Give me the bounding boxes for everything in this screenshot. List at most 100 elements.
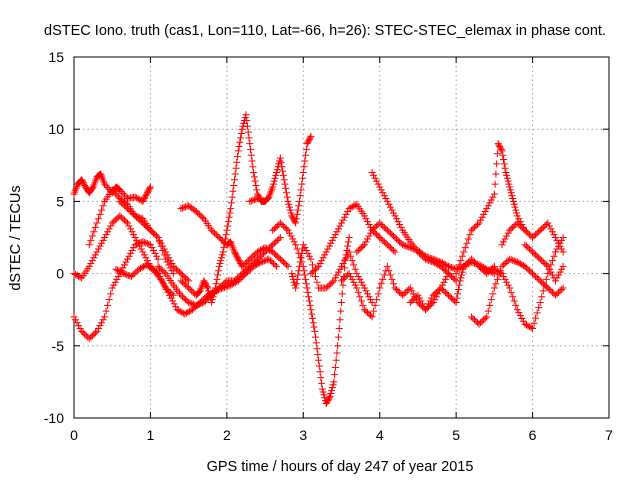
data-point (391, 248, 399, 256)
data-point (208, 296, 216, 304)
data-point (171, 264, 179, 272)
data-point (182, 309, 190, 317)
data-point (297, 186, 305, 194)
data-point (552, 248, 559, 256)
data-point (224, 282, 232, 290)
data-point (434, 290, 442, 298)
plot-frame (73, 56, 610, 419)
data-point (332, 356, 340, 364)
data-point (298, 180, 306, 188)
data-point (177, 270, 185, 278)
data-point (313, 345, 321, 353)
data-point (107, 222, 115, 230)
data-point (304, 249, 312, 257)
data-point (180, 203, 188, 211)
data-point (501, 275, 509, 283)
data-point (188, 306, 196, 314)
data-point (96, 322, 104, 330)
data-point (269, 183, 277, 191)
data-point (114, 185, 122, 193)
y-tick-label: 10 (48, 121, 64, 137)
data-point (75, 322, 83, 330)
data-point (506, 183, 514, 191)
series-arc10 (246, 132, 315, 227)
data-point (276, 219, 284, 227)
data-point (195, 288, 203, 296)
data-point (91, 329, 99, 337)
data-point (547, 268, 555, 276)
data-point (512, 257, 520, 265)
data-point (374, 290, 382, 298)
data-point (149, 246, 157, 254)
data-point (98, 319, 106, 327)
data-point (315, 262, 323, 270)
data-point (445, 291, 452, 299)
data-point (507, 189, 515, 197)
data-point (241, 114, 249, 122)
data-point (341, 274, 349, 282)
data-point (320, 391, 328, 399)
data-point (273, 252, 281, 260)
data-point (85, 241, 93, 249)
data-point (498, 241, 506, 249)
y-tick-labels: -10 -5 0 5 10 15 (44, 49, 64, 426)
data-point (166, 257, 174, 265)
data-point (229, 187, 237, 195)
data-point (257, 258, 265, 266)
data-point (552, 291, 559, 299)
data-point (336, 222, 344, 230)
data-point (420, 251, 428, 259)
data-point (353, 248, 361, 256)
data-point (388, 231, 396, 239)
data-point (429, 298, 437, 306)
data-point (493, 150, 501, 158)
data-point (426, 301, 434, 309)
data-point (452, 270, 460, 278)
data-point (188, 287, 196, 295)
data-point (278, 257, 286, 265)
data-point (255, 195, 263, 203)
data-point (371, 223, 379, 231)
data-point (98, 239, 106, 247)
data-point (402, 242, 410, 250)
data-point (524, 265, 532, 273)
data-point (290, 238, 298, 246)
data-point (327, 280, 335, 288)
data-point (299, 169, 307, 177)
data-point (399, 241, 407, 249)
data-point (177, 291, 185, 299)
y-tick-label: 15 (48, 49, 64, 65)
data-point (119, 264, 127, 272)
series-arc5 (116, 197, 193, 285)
data-point (329, 381, 337, 389)
data-point (142, 254, 150, 262)
data-point (78, 176, 86, 184)
data-point (334, 225, 342, 233)
data-point (460, 248, 468, 256)
data-point (315, 356, 323, 364)
data-point (396, 221, 404, 229)
data-point (158, 277, 166, 285)
data-point (197, 300, 205, 308)
data-point (382, 239, 390, 247)
data-point (328, 384, 336, 392)
data-point (377, 221, 385, 229)
data-point (363, 290, 371, 298)
data-point (519, 225, 527, 233)
data-point (302, 280, 310, 288)
data-point (272, 251, 280, 259)
data-point (362, 307, 370, 315)
data-point (345, 248, 353, 256)
data-point (183, 283, 191, 291)
data-point (242, 111, 250, 119)
data-point (204, 284, 212, 292)
data-point (518, 223, 526, 231)
data-point (326, 392, 334, 400)
data-point (104, 301, 112, 309)
data-point (448, 264, 456, 272)
data-point (273, 166, 281, 174)
data-point (356, 293, 364, 301)
data-point (133, 194, 141, 202)
data-point (101, 313, 109, 321)
data-point (159, 280, 167, 288)
